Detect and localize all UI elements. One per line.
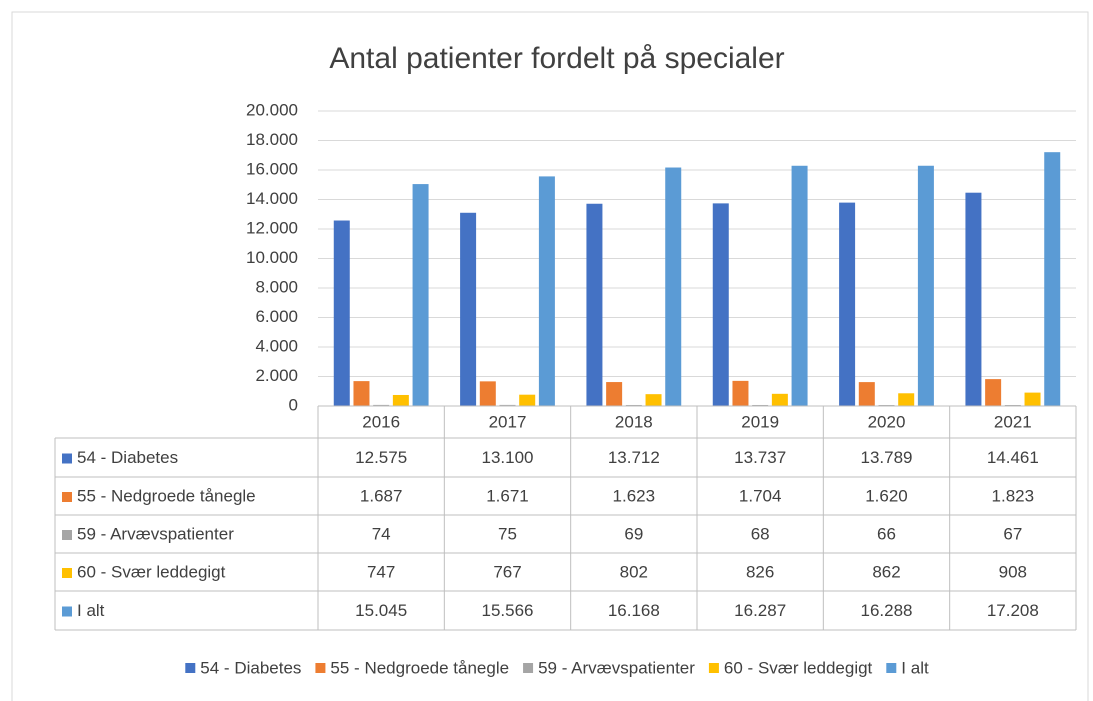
row-label: 59 - Arvævspatienter	[77, 524, 234, 543]
legend-label: 59 - Arvævspatienter	[538, 658, 695, 677]
y-tick-label: 14.000	[246, 189, 298, 208]
table-value: 1.687	[360, 486, 403, 505]
table-value: 16.168	[608, 601, 660, 620]
bar	[373, 404, 390, 406]
legend-key	[62, 492, 72, 502]
table-value: 15.045	[355, 601, 407, 620]
legend-key	[62, 568, 72, 578]
row-label: I alt	[77, 601, 105, 620]
bar	[538, 176, 555, 406]
table-value: 767	[493, 562, 521, 581]
bar	[1044, 152, 1061, 406]
x-tick-label: 2019	[741, 412, 779, 431]
bar	[412, 184, 429, 406]
table-value: 13.712	[608, 448, 660, 467]
y-tick-label: 20.000	[246, 100, 298, 119]
legend-key	[315, 663, 326, 673]
table-value: 862	[872, 562, 900, 581]
bar	[839, 202, 856, 406]
bar	[625, 404, 642, 406]
bar	[791, 165, 808, 406]
table-value: 67	[1003, 524, 1022, 543]
chart-title: Antal patienter fordelt på specialer	[329, 42, 784, 75]
table-value: 69	[624, 524, 643, 543]
y-tick-label: 2.000	[255, 366, 298, 385]
y-tick-label: 6.000	[255, 307, 298, 326]
legend-key	[185, 663, 196, 673]
table-value: 13.789	[861, 448, 913, 467]
bar	[479, 381, 496, 406]
bar	[1024, 392, 1041, 406]
table-value: 16.288	[861, 601, 913, 620]
bar	[499, 404, 516, 406]
bar	[732, 380, 749, 406]
y-tick-label: 12.000	[246, 218, 298, 237]
x-tick-label: 2018	[615, 412, 653, 431]
y-tick-label: 4.000	[255, 336, 298, 355]
bar	[665, 167, 682, 406]
x-tick-label: 2017	[489, 412, 527, 431]
table-value: 1.620	[865, 486, 908, 505]
row-label: 60 - Svær leddegigt	[77, 562, 226, 581]
legend-key	[62, 453, 72, 464]
table-value: 13.100	[482, 448, 534, 467]
table-value: 1.823	[992, 486, 1035, 505]
bar	[771, 393, 788, 406]
bar	[333, 220, 350, 406]
bar	[519, 394, 536, 406]
bar	[460, 212, 477, 406]
x-tick-label: 2021	[994, 412, 1032, 431]
y-tick-label: 8.000	[255, 277, 298, 296]
y-tick-label: 16.000	[246, 159, 298, 178]
legend-key	[886, 663, 897, 673]
table-value: 747	[367, 562, 395, 581]
legend-label: 54 - Diabetes	[200, 658, 301, 677]
y-tick-label: 0	[289, 395, 298, 414]
y-tick-label: 10.000	[246, 248, 298, 267]
bar	[712, 203, 729, 406]
table-value: 16.287	[734, 601, 786, 620]
bar	[645, 394, 662, 406]
bar	[917, 165, 934, 406]
table-value: 17.208	[987, 601, 1039, 620]
bar	[985, 379, 1002, 406]
table-value: 68	[751, 524, 770, 543]
bar	[586, 203, 603, 406]
bar	[858, 382, 875, 406]
table-value: 66	[877, 524, 896, 543]
legend-key	[523, 663, 534, 673]
legend-key	[62, 530, 72, 540]
row-label: 55 - Nedgroede tånegle	[77, 486, 256, 505]
bar	[898, 393, 915, 406]
x-tick-label: 2016	[362, 412, 400, 431]
table-value: 14.461	[987, 448, 1039, 467]
bar	[606, 382, 623, 406]
row-label: 54 - Diabetes	[77, 448, 178, 467]
table-value: 1.704	[739, 486, 782, 505]
table-value: 12.575	[355, 448, 407, 467]
table-value: 802	[620, 562, 648, 581]
table-value: 908	[999, 562, 1027, 581]
table-value: 826	[746, 562, 774, 581]
table-value: 15.566	[482, 601, 534, 620]
legend-label: I alt	[901, 658, 929, 677]
y-tick-label: 18.000	[246, 130, 298, 149]
table-value: 75	[498, 524, 517, 543]
legend-label: 55 - Nedgroede tånegle	[330, 658, 509, 677]
legend-key	[708, 663, 719, 673]
table-value: 1.671	[486, 486, 529, 505]
bar	[392, 394, 409, 406]
bar	[965, 192, 982, 406]
table-value: 1.623	[613, 486, 656, 505]
table-value: 13.737	[734, 448, 786, 467]
legend-label: 60 - Svær leddegigt	[724, 658, 873, 677]
bar	[353, 381, 370, 406]
table-value: 74	[372, 524, 391, 543]
x-tick-label: 2020	[868, 412, 906, 431]
legend-key	[62, 606, 72, 617]
bar	[752, 404, 769, 406]
